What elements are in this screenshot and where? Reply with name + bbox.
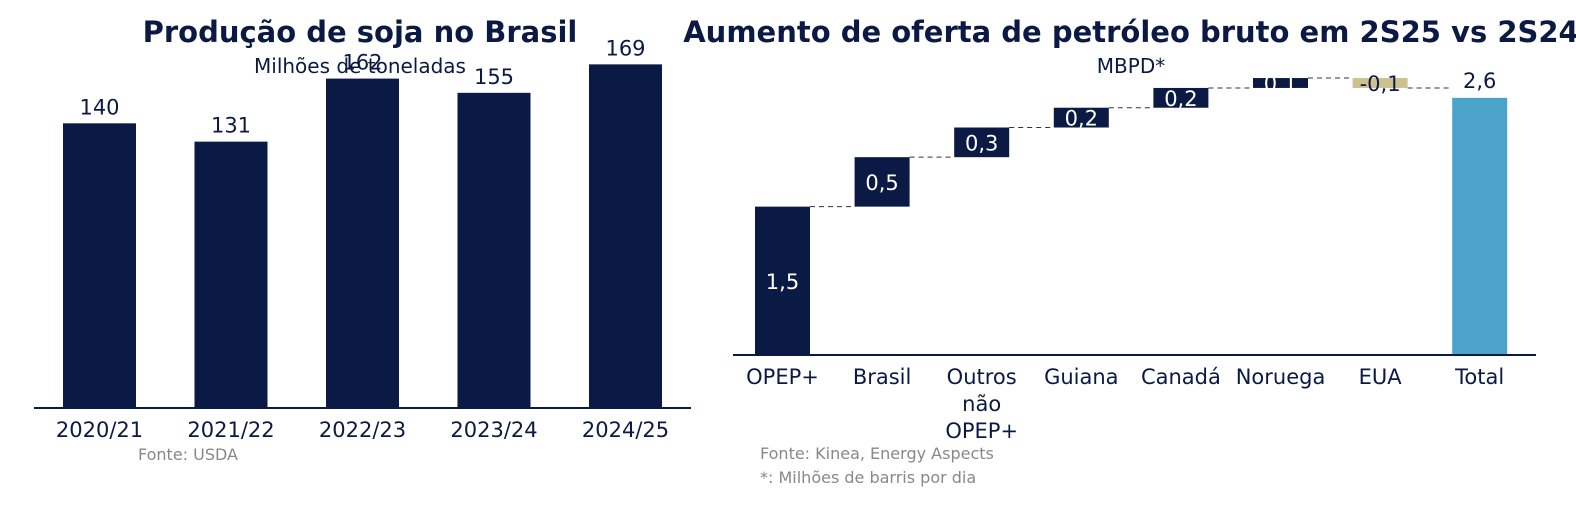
- chart-1-subtitle: Milhões de toneladas: [254, 54, 466, 78]
- bar-2020-21: [63, 123, 136, 408]
- x-tick-label: Outros: [947, 365, 1017, 389]
- x-tick-label: Total: [1454, 365, 1504, 389]
- x-tick-label: 2024/25: [582, 418, 669, 442]
- waterfall-value-label: 1,5: [766, 270, 799, 294]
- bar-value-label: 169: [605, 36, 645, 60]
- waterfall-value-label: -0,1: [1360, 72, 1401, 96]
- waterfall-bar-eua: [1352, 78, 1408, 88]
- bar-value-label: 140: [79, 95, 119, 119]
- x-tick-label: 2020/21: [56, 418, 143, 442]
- chart-2-source: Fonte: Kinea, Energy Aspects: [760, 444, 994, 463]
- waterfall-bar-noruega: [1253, 78, 1308, 88]
- waterfall-bar-guiana: [1053, 107, 1109, 128]
- chart-1-source: Fonte: USDA: [138, 445, 238, 464]
- waterfall-bar-opep+: [755, 206, 810, 355]
- x-tick-label: Canadá: [1141, 365, 1221, 389]
- bar-value-label: 162: [342, 51, 382, 75]
- waterfall-value-label: 0,2: [1164, 87, 1197, 111]
- bar-2024-25: [589, 64, 662, 408]
- x-tick-label: Brasil: [853, 365, 912, 389]
- waterfall-bar-brasil: [854, 157, 910, 207]
- waterfall-value-label: 0,3: [965, 131, 998, 155]
- waterfall-value-label: 0,5: [865, 171, 898, 195]
- x-tick-label: não: [962, 392, 1001, 416]
- waterfall-bar-outros-não-opep+: [954, 127, 1010, 158]
- x-tick-label: OPEP+: [746, 365, 819, 389]
- bar-value-label: 155: [474, 65, 514, 89]
- waterfall-value-label: 2,6: [1463, 69, 1496, 93]
- x-tick-label: Guiana: [1044, 365, 1118, 389]
- bar-value-label: 131: [211, 114, 251, 138]
- x-tick-label: OPEP+: [945, 419, 1018, 443]
- chart-2-subtitle: MBPD*: [1097, 54, 1165, 78]
- bar-2021-22: [194, 141, 268, 408]
- x-tick-label: 2021/22: [187, 418, 274, 442]
- waterfall-value-label: 0,2: [1065, 107, 1098, 131]
- x-tick-label: 2022/23: [319, 418, 406, 442]
- waterfall-bar-canadá: [1153, 87, 1209, 108]
- bar-2023-24: [457, 92, 531, 408]
- waterfall-value-label: 0,1: [1264, 72, 1297, 96]
- x-tick-label: Noruega: [1236, 365, 1326, 389]
- waterfall-bar-total: [1452, 97, 1508, 355]
- x-tick-label: 2023/24: [450, 418, 537, 442]
- bar-2022-23: [326, 78, 399, 408]
- x-tick-label: EUA: [1359, 365, 1403, 389]
- chart-2-footnote: *: Milhões de barris por dia: [760, 468, 976, 487]
- chart-1-title: Produção de soja no Brasil: [143, 15, 578, 49]
- chart-2-title: Aumento de oferta de petróleo bruto em 2…: [683, 15, 1576, 49]
